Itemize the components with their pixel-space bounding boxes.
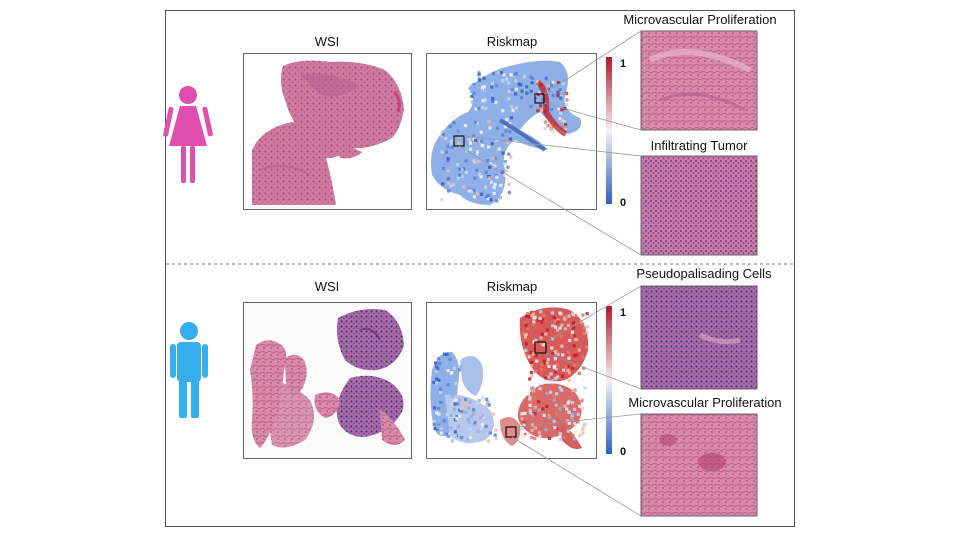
risk-colorbar: [606, 306, 612, 454]
panel-female: WSI Riskmap 1 0 Microvascular Proliferat: [163, 12, 777, 256]
figure-frame: [165, 10, 795, 527]
wsi-title: WSI: [315, 34, 340, 49]
colorbar-max: 1: [620, 307, 626, 319]
colorbar-min: 0: [620, 197, 626, 209]
inset-image-2: [640, 413, 758, 517]
wsi-title: WSI: [315, 279, 340, 294]
roi-marker-1: [534, 341, 547, 354]
riskmap-title: Riskmap: [487, 279, 538, 294]
callout-label-2: Infiltrating Tumor: [651, 138, 748, 153]
colorbar-min: 0: [620, 446, 626, 458]
inset-image-2: [640, 155, 758, 256]
tissue-section: [252, 60, 404, 205]
callout-leaders: [458, 30, 642, 256]
roi-marker-1: [534, 93, 545, 104]
tissue-section: [250, 309, 405, 448]
riskmap-heat: [430, 307, 590, 449]
inset-image-1: [640, 285, 758, 390]
callout-label-2: Microvascular Proliferation: [628, 395, 781, 410]
riskmap-title: Riskmap: [487, 34, 538, 49]
roi-marker-2: [505, 426, 517, 438]
female-person-icon: [163, 86, 213, 183]
male-person-icon: [170, 322, 208, 418]
callout-label-1: Microvascular Proliferation: [623, 12, 776, 27]
callout-label-1: Pseudopalisading Cells: [636, 266, 772, 281]
risk-colorbar: [606, 57, 612, 204]
inset-image-1: [640, 30, 758, 131]
colorbar-max: 1: [620, 58, 626, 70]
panel-male: WSI Riskmap 1: [170, 266, 782, 517]
callout-leaders: [511, 285, 642, 517]
